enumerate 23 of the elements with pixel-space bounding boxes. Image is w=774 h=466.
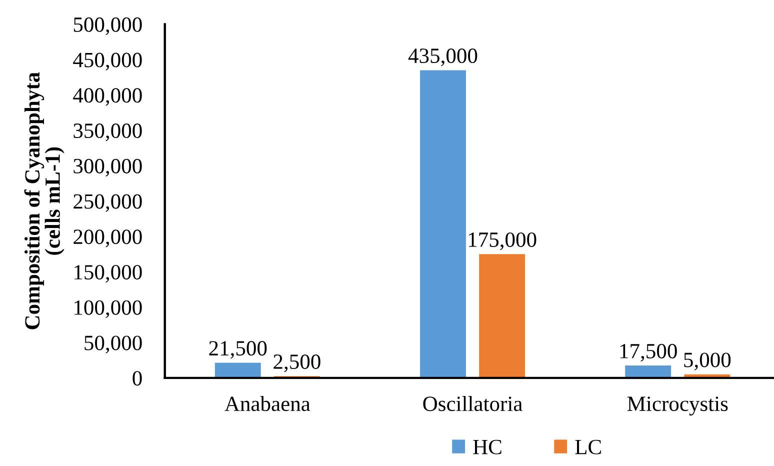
y-tick-label: 100,000 [74,300,142,318]
x-tick-label: Anabaena [224,396,310,412]
legend-label: HC [473,440,502,454]
y-tick-label: 400,000 [73,88,142,106]
legend-label: LC [575,440,601,454]
y-tick-label: 0 [132,371,142,386]
y-tick-label: 150,000 [74,264,142,283]
data-label: 435,000 [408,48,478,66]
data-label: 17,500 [620,344,677,362]
y-tick-label: 500,000 [74,17,142,36]
y-tick-label: 200,000 [74,230,142,248]
data-label: 2,500 [274,354,320,372]
data-label: 5,000 [684,352,731,370]
y-tick-label: 250,000 [74,194,142,212]
y-axis-title: Composition of Cyanophyta (cells mL-1) [24,72,64,330]
data-label: 175,000 [468,232,536,250]
x-tick-label: Microcystis [627,396,728,416]
y-tick-label: 450,000 [73,52,142,70]
data-label: 21,500 [209,341,267,359]
y-tick-label: 350,000 [74,123,142,142]
y-tick-label: 300,000 [74,158,142,176]
x-tick-label: Oscillatoria [423,396,522,412]
y-tick-label: 50,000 [84,336,142,354]
